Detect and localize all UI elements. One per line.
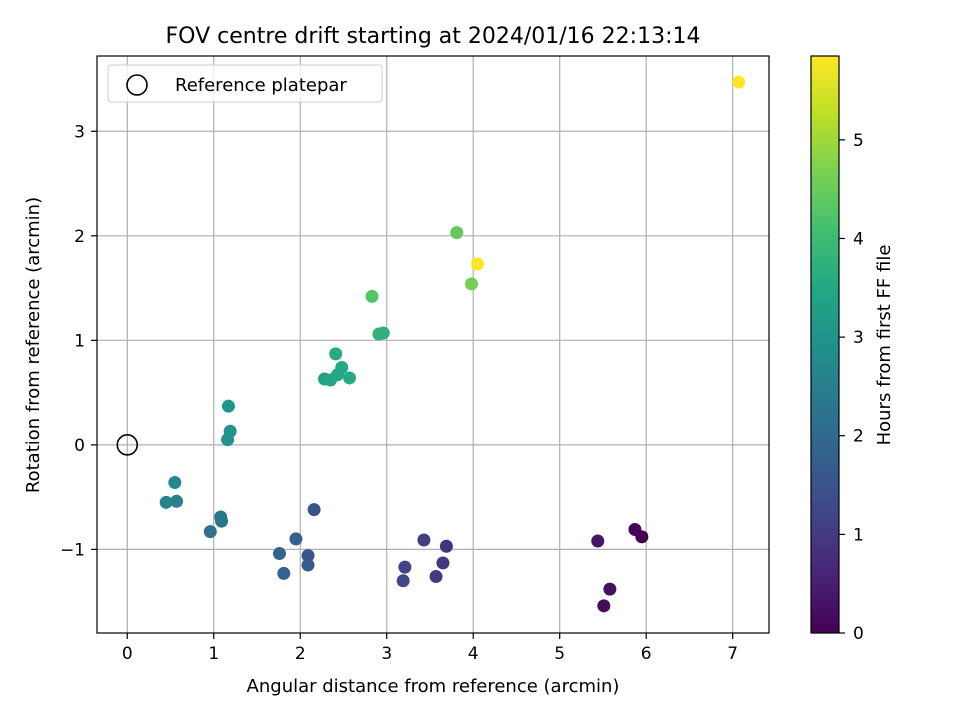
data-point-3 xyxy=(603,582,617,596)
data-point-12 xyxy=(301,549,315,563)
x-axis-label: Angular distance from reference (arcmin) xyxy=(247,676,620,697)
x-tick-label-7: 7 xyxy=(727,644,738,664)
data-point-14 xyxy=(289,532,303,546)
y-tick-label-0: −1 xyxy=(60,540,85,560)
colorbar-tick-label-5: 5 xyxy=(853,131,864,151)
data-point-34 xyxy=(365,289,379,303)
reference-platepar-marker xyxy=(116,434,139,456)
data-point-22 xyxy=(168,475,182,489)
data-point-10 xyxy=(396,574,410,588)
data-point-29 xyxy=(335,360,349,374)
colorbar-tick-label-2: 2 xyxy=(853,427,864,447)
data-point-35 xyxy=(450,226,464,240)
y-tick-label-1: 0 xyxy=(74,436,85,456)
data-point-11 xyxy=(307,503,321,517)
data-point-24 xyxy=(223,424,237,438)
data-point-38 xyxy=(732,75,746,89)
data-point-21 xyxy=(159,495,173,509)
chart-title: FOV centre drift starting at 2024/01/16 … xyxy=(166,24,701,49)
data-point-5 xyxy=(439,539,453,553)
grid xyxy=(97,56,769,633)
x-axis: 0 1 2 3 4 5 6 7 xyxy=(122,633,738,664)
x-tick-label-2: 2 xyxy=(295,644,306,664)
x-tick-label-6: 6 xyxy=(641,644,652,664)
data-point-4 xyxy=(591,534,605,548)
y-tick-label-4: 3 xyxy=(74,122,85,142)
data-point-17 xyxy=(203,525,217,539)
data-point-1 xyxy=(628,523,642,537)
data-point-9 xyxy=(398,560,412,574)
x-tick-label-3: 3 xyxy=(381,644,392,664)
data-point-31 xyxy=(329,347,343,361)
data-point-16 xyxy=(272,547,286,561)
data-point-15 xyxy=(277,566,291,580)
y-axis: −1 0 1 2 3 xyxy=(60,122,97,560)
colorbar-tick-label-4: 4 xyxy=(853,229,864,249)
data-points xyxy=(159,75,746,613)
data-point-36 xyxy=(464,277,478,291)
x-tick-label-1: 1 xyxy=(208,644,219,664)
data-point-37 xyxy=(471,257,485,271)
colorbar-tick-label-0: 0 xyxy=(853,624,864,644)
x-tick-label-5: 5 xyxy=(554,644,565,664)
data-point-33 xyxy=(376,326,390,340)
data-point-19 xyxy=(214,510,228,524)
colorbar: 0 1 2 3 4 5 Hours from first FF file xyxy=(810,55,895,644)
x-tick-label-0: 0 xyxy=(122,644,133,664)
colorbar-tick-label-3: 3 xyxy=(853,328,864,348)
y-tick-label-2: 1 xyxy=(74,331,85,351)
data-point-6 xyxy=(436,556,450,570)
data-point-7 xyxy=(429,570,443,584)
data-point-8 xyxy=(417,533,431,547)
legend-entry-reference: Reference platepar xyxy=(175,75,347,96)
y-axis-label: Rotation from reference (arcmin) xyxy=(23,197,44,493)
y-tick-label-3: 2 xyxy=(74,227,85,247)
colorbar-tick-label-1: 1 xyxy=(853,525,864,545)
data-point-2 xyxy=(597,599,611,613)
data-point-30 xyxy=(343,371,357,385)
colorbar-ticks: 0 1 2 3 4 5 xyxy=(839,131,864,644)
data-point-13 xyxy=(301,558,315,572)
plot-frame xyxy=(96,55,770,634)
legend-reference-marker xyxy=(126,74,148,96)
colorbar-frame xyxy=(810,55,840,634)
data-point-25 xyxy=(221,399,235,413)
legend-box xyxy=(107,64,383,103)
reference-marker-layer xyxy=(116,434,139,456)
colorbar-label: Hours from first FF file xyxy=(874,245,895,446)
x-tick-label-4: 4 xyxy=(468,644,479,664)
legend: Reference platepar xyxy=(107,64,383,103)
colorbar-gradient xyxy=(811,56,839,633)
data-point-20 xyxy=(170,494,184,508)
